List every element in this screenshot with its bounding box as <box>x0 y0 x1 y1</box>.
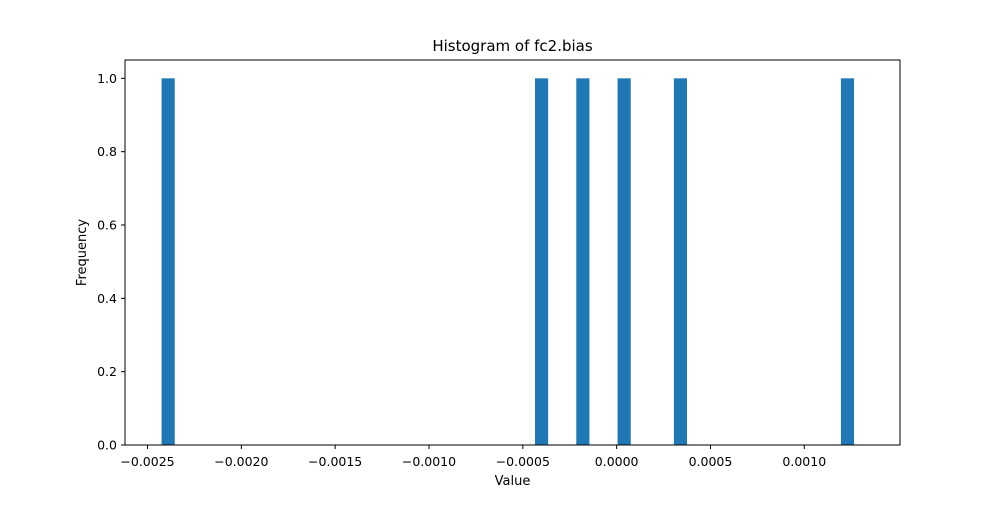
x-tick-label: −0.0015 <box>308 454 362 469</box>
histogram-bar <box>576 78 590 445</box>
bars-group <box>161 78 855 445</box>
plot-area-frame <box>124 59 901 446</box>
x-tick-label: −0.0020 <box>214 454 268 469</box>
x-tick-label: 0.0005 <box>689 454 733 469</box>
histogram-bar <box>673 78 688 445</box>
y-axis-label: Frequency <box>75 219 90 286</box>
y-axis-ticks: 0.0 0.2 0.4 0.6 0.8 1.0 <box>97 71 125 453</box>
x-axis-label: Value <box>495 474 531 489</box>
histogram-bar <box>617 78 631 445</box>
y-tick-label: 0.8 <box>97 144 117 159</box>
y-tick-label: 0.0 <box>97 438 117 453</box>
x-tick-label: −0.0010 <box>402 454 456 469</box>
x-tick-label: −0.0005 <box>496 454 550 469</box>
x-tick-label: −0.0025 <box>120 454 174 469</box>
histogram-bar <box>535 78 549 445</box>
histogram-bar <box>161 78 175 445</box>
y-tick-label: 1.0 <box>97 71 117 86</box>
y-tick-label: 0.2 <box>97 364 117 379</box>
y-tick-label: 0.6 <box>97 218 117 233</box>
x-tick-label: 0.0000 <box>595 454 639 469</box>
x-axis-ticks: −0.0025 −0.0020 −0.0015 −0.0010 −0.0005 0.000… <box>120 445 826 469</box>
x-tick-label: 0.0010 <box>782 454 826 469</box>
histogram-bar <box>840 78 855 445</box>
chart-title: Histogram of fc2.bias <box>432 37 593 55</box>
y-tick-label: 0.4 <box>97 291 117 306</box>
